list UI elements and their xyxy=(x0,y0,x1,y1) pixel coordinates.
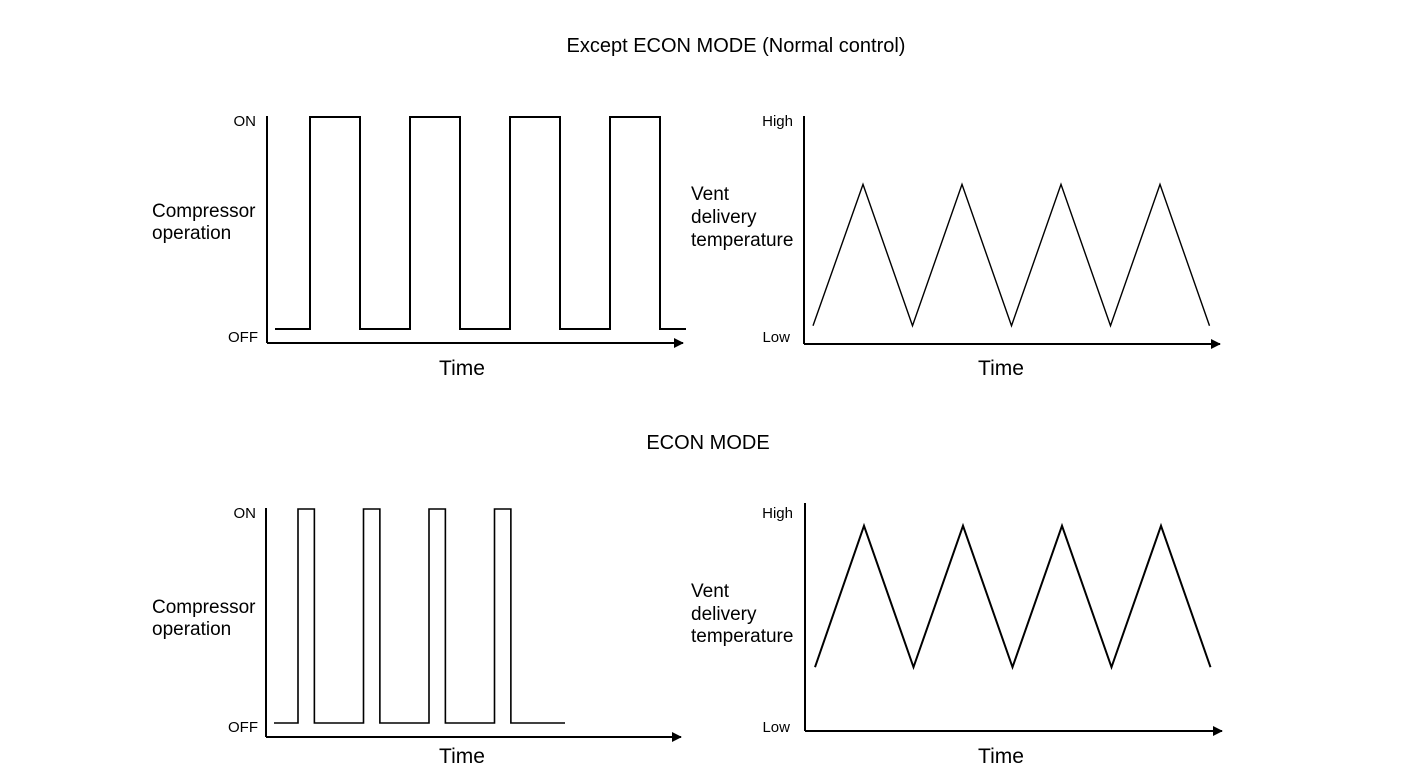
vent-temperature-waveform xyxy=(812,182,1211,328)
tick-on: ON xyxy=(234,113,257,130)
section-title: Except ECON MODE (Normal control) xyxy=(567,35,906,57)
vent-ylabel-line-3: temperature xyxy=(691,626,793,647)
vent-ylabel-line-1: Vent xyxy=(691,581,730,602)
vent-ylabel-line-1: Vent xyxy=(691,184,730,205)
vent-temperature-chart-econ: Vent delivery temperature High Low Time xyxy=(691,503,1223,768)
compressor-ylabel-line-2: operation xyxy=(152,223,231,244)
vent-temperature-chart-normal: Vent delivery temperature High Low Time xyxy=(691,113,1221,380)
vent-ylabel-line-2: delivery xyxy=(691,207,757,228)
tick-on: ON xyxy=(234,505,257,522)
vent-ylabel-line-3: temperature xyxy=(691,230,793,251)
compressor-ylabel-line-1: Compressor xyxy=(152,201,256,222)
x-axis-label: Time xyxy=(978,745,1024,768)
compressor-waveform xyxy=(275,116,686,330)
x-axis-label: Time xyxy=(978,357,1024,380)
x-axis-label: Time xyxy=(439,357,485,380)
compressor-chart-normal: Compressor operation ON OFF Time xyxy=(152,113,686,380)
tick-off: OFF xyxy=(228,719,258,736)
compressor-ylabel-line-2: operation xyxy=(152,619,231,640)
compressor-ylabel-line-1: Compressor xyxy=(152,597,256,618)
vent-temperature-waveform xyxy=(814,522,1212,671)
section-normal-control: Except ECON MODE (Normal control) Compre… xyxy=(152,35,1221,380)
section-econ-mode: ECON MODE Compressor operation ON OFF Ti… xyxy=(152,432,1223,768)
x-axis-label: Time xyxy=(439,745,485,768)
tick-high: High xyxy=(762,505,793,522)
vent-ylabel-line-2: delivery xyxy=(691,604,757,625)
section-title: ECON MODE xyxy=(646,432,769,454)
tick-low: Low xyxy=(762,329,790,346)
tick-low: Low xyxy=(762,719,790,736)
tick-off: OFF xyxy=(228,329,258,346)
compressor-waveform xyxy=(274,508,565,724)
compressor-chart-econ: Compressor operation ON OFF Time xyxy=(152,505,682,768)
tick-high: High xyxy=(762,113,793,130)
